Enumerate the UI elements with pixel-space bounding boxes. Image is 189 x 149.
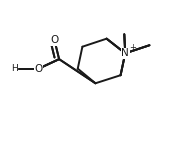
Text: H: H [11, 64, 18, 73]
Text: O: O [50, 35, 59, 45]
Text: N: N [121, 48, 129, 58]
Text: O: O [35, 64, 43, 74]
Text: O: O [50, 35, 59, 45]
Text: N: N [121, 48, 129, 58]
Text: O: O [35, 64, 43, 74]
Text: +: + [129, 43, 136, 52]
